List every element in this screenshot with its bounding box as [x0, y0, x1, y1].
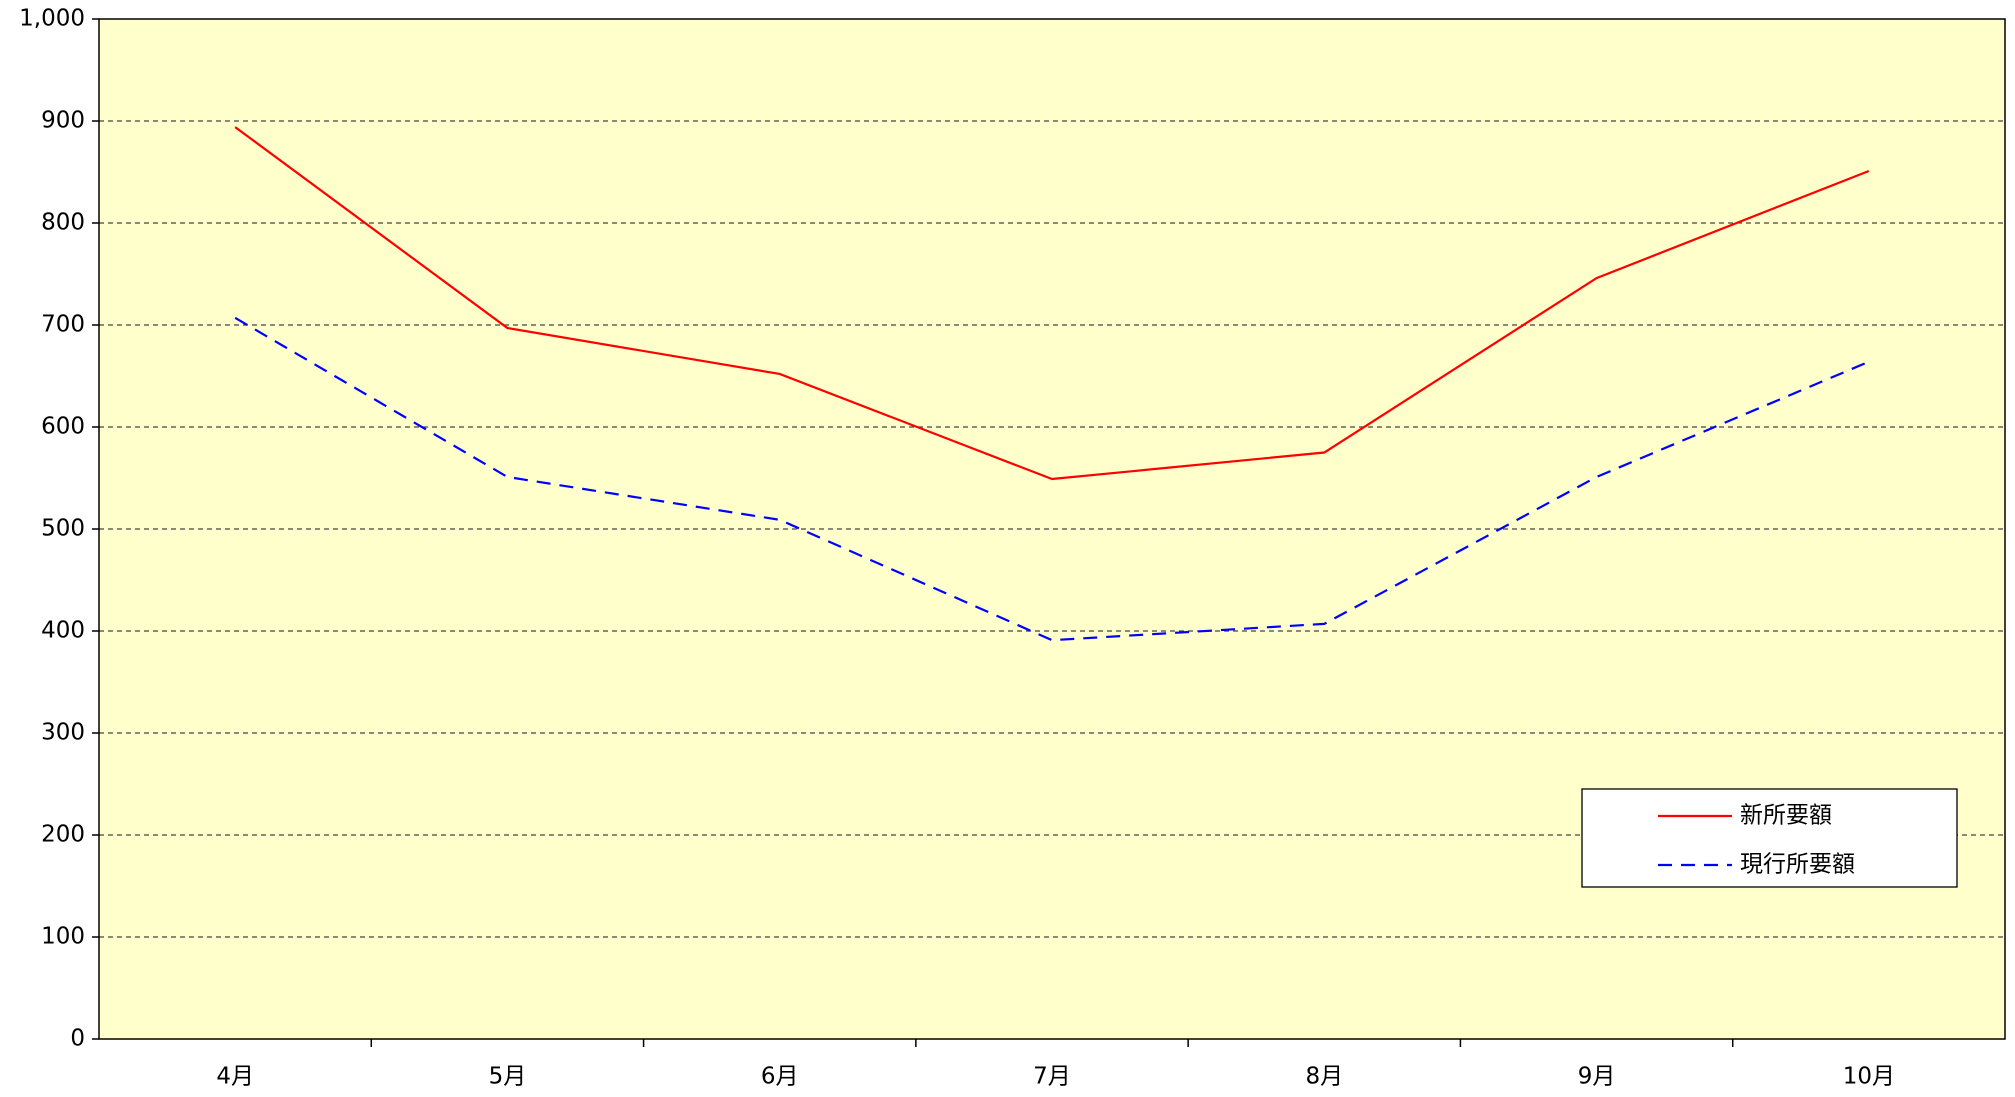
x-tick-label: 8月	[1305, 1064, 1343, 1090]
y-tick-label: 200	[41, 822, 85, 848]
y-tick-label: 900	[41, 108, 85, 134]
y-tick-label: 500	[41, 516, 85, 542]
y-tick-label: 100	[41, 924, 85, 950]
legend-label: 現行所要額	[1740, 852, 1855, 878]
x-tick-label: 6月	[761, 1064, 799, 1090]
y-tick-label: 1,000	[19, 6, 85, 32]
y-tick-label: 600	[41, 414, 85, 440]
y-tick-label: 0	[70, 1026, 85, 1052]
line-series	[234, 126, 1870, 481]
legend-box	[1581, 788, 1958, 888]
x-tick-label: 7月	[1033, 1064, 1071, 1090]
x-tick-label: 10月	[1843, 1064, 1895, 1090]
x-tick-label: 9月	[1578, 1064, 1616, 1090]
legend-label: 新所要額	[1740, 803, 1832, 829]
x-tick-label: 4月	[216, 1064, 254, 1090]
y-tick-label: 300	[41, 720, 85, 746]
x-tick-label: 5月	[489, 1064, 527, 1090]
plot-border	[98, 18, 2006, 1040]
y-tick-label: 700	[41, 312, 85, 338]
y-tick-label: 400	[41, 618, 85, 644]
y-tick-label: 800	[41, 210, 85, 236]
